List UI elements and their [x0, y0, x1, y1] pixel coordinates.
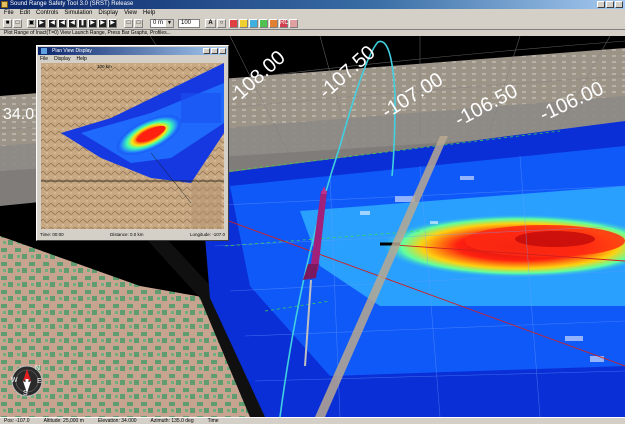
plan-view-menu-help[interactable]: Help: [76, 56, 87, 62]
eraser-icon[interactable]: ○: [217, 19, 226, 28]
menu-bar: File Edit Controls Simulation Display Vi…: [0, 9, 625, 17]
window-title: Sound Range Safety Tool 3.0 (SRST) Relea…: [10, 1, 134, 7]
yellow-layer-icon[interactable]: [239, 19, 248, 28]
menu-controls[interactable]: Controls: [36, 10, 59, 16]
play-back-icon[interactable]: ◀: [68, 19, 77, 28]
chevron-down-icon: ▼: [166, 20, 173, 27]
plan-view-menu-display[interactable]: Display: [54, 56, 71, 62]
status-time: Time: [207, 418, 219, 424]
plan-view-graphic: [41, 63, 224, 229]
play-icon[interactable]: ▶: [88, 19, 97, 28]
plan-view-time: Time: 00:00: [40, 232, 64, 237]
menu-file[interactable]: File: [4, 10, 14, 16]
record-button[interactable]: RC: [279, 19, 289, 28]
plan-view-status: Time: 00:00 Distance: 0.0 km Longitude: …: [40, 231, 225, 238]
app-icon: [1, 1, 8, 8]
toolbar: ■ □ ▣ ▶ ◀ ◀ ◀ ❚ ▶ ▶ ▶ □ □ 0 m ▼ 100 A ○ …: [0, 17, 625, 30]
reset-icon[interactable]: □: [134, 19, 143, 28]
plan-view-maximize-button[interactable]: [211, 48, 218, 54]
longitude-label: 34.0: [3, 106, 35, 123]
plan-view-longitude: Longitude: -107.0: [189, 232, 225, 237]
pause-icon[interactable]: ❚: [78, 19, 87, 28]
open-file-icon[interactable]: ■: [3, 19, 12, 28]
compass-w: W: [11, 377, 18, 384]
zoom-value: 100: [181, 20, 192, 26]
menu-edit[interactable]: Edit: [19, 10, 31, 16]
rocket-model: [303, 186, 327, 367]
plan-view-scale: 100 km: [97, 64, 112, 69]
plan-view-minimize-button[interactable]: [203, 48, 210, 54]
scene-graphic: [0, 36, 625, 417]
plan-view-menu-file[interactable]: File: [40, 56, 49, 62]
red-layer-icon[interactable]: [229, 19, 238, 28]
3d-viewport[interactable]: 34.0 -108.00 -107.50 -107.00 -106.50 -10…: [0, 36, 625, 417]
plan-view-menu: File Display Help: [40, 56, 87, 62]
plan-view-close-button[interactable]: [219, 48, 226, 54]
text-tool-button[interactable]: A: [205, 19, 216, 28]
rewind-icon[interactable]: ◀: [48, 19, 57, 28]
close-button[interactable]: [615, 1, 623, 8]
compass-e: E: [37, 378, 42, 385]
orange-layer-icon[interactable]: [269, 19, 278, 28]
status-bar: Pos: -107.0 Altitude: 25,000 m Elevation…: [0, 417, 625, 424]
menu-display[interactable]: Display: [98, 10, 119, 16]
zoom-field[interactable]: 100: [178, 19, 200, 28]
plan-view-window[interactable]: Plan View Display File Display Help: [36, 45, 229, 241]
status-position: Pos: -107.0: [4, 418, 30, 424]
open-icon[interactable]: ▶: [37, 19, 46, 28]
step-forward-icon[interactable]: ▶: [98, 19, 107, 28]
compass-icon: [11, 365, 43, 397]
compass-n: N: [35, 365, 41, 372]
info-line: Plot Range of Inact(T=0) View Launch Ran…: [0, 30, 625, 36]
menu-simulation[interactable]: Simulation: [64, 10, 93, 16]
altitude-value: 0 m: [153, 20, 164, 26]
save-icon[interactable]: □: [13, 19, 22, 28]
plan-view-title-bar: Plan View Display: [38, 47, 227, 55]
plan-view-map[interactable]: [41, 63, 224, 229]
status-altitude: Altitude: 25,000 m: [43, 418, 84, 424]
title-bar: Sound Range Safety Tool 3.0 (SRST) Relea…: [0, 0, 625, 9]
status-azimuth: Azimuth: 135.0 deg: [150, 418, 194, 424]
step-back-icon[interactable]: ◀: [58, 19, 67, 28]
menu-help[interactable]: Help: [142, 10, 156, 16]
blue-layer-icon[interactable]: [249, 19, 258, 28]
altitude-select[interactable]: 0 m ▼: [150, 19, 174, 28]
minimize-button[interactable]: [597, 1, 605, 8]
plan-view-title: Plan View Display: [52, 48, 92, 54]
folder-icon[interactable]: ▣: [27, 19, 36, 28]
green-layer-icon[interactable]: [259, 19, 268, 28]
menu-view[interactable]: View: [124, 10, 137, 16]
stop-icon[interactable]: □: [124, 19, 133, 28]
fast-forward-icon[interactable]: ▶: [108, 19, 117, 28]
plan-view-distance: Distance: 0.0 km: [110, 232, 144, 237]
pink-layer-icon[interactable]: [289, 19, 298, 28]
compass-rose[interactable]: N E W S: [10, 364, 44, 398]
plan-view-icon: [41, 48, 47, 54]
maximize-button[interactable]: [606, 1, 614, 8]
status-elevation: Elevation: 34.000: [97, 418, 137, 424]
compass-s: S: [23, 390, 28, 397]
